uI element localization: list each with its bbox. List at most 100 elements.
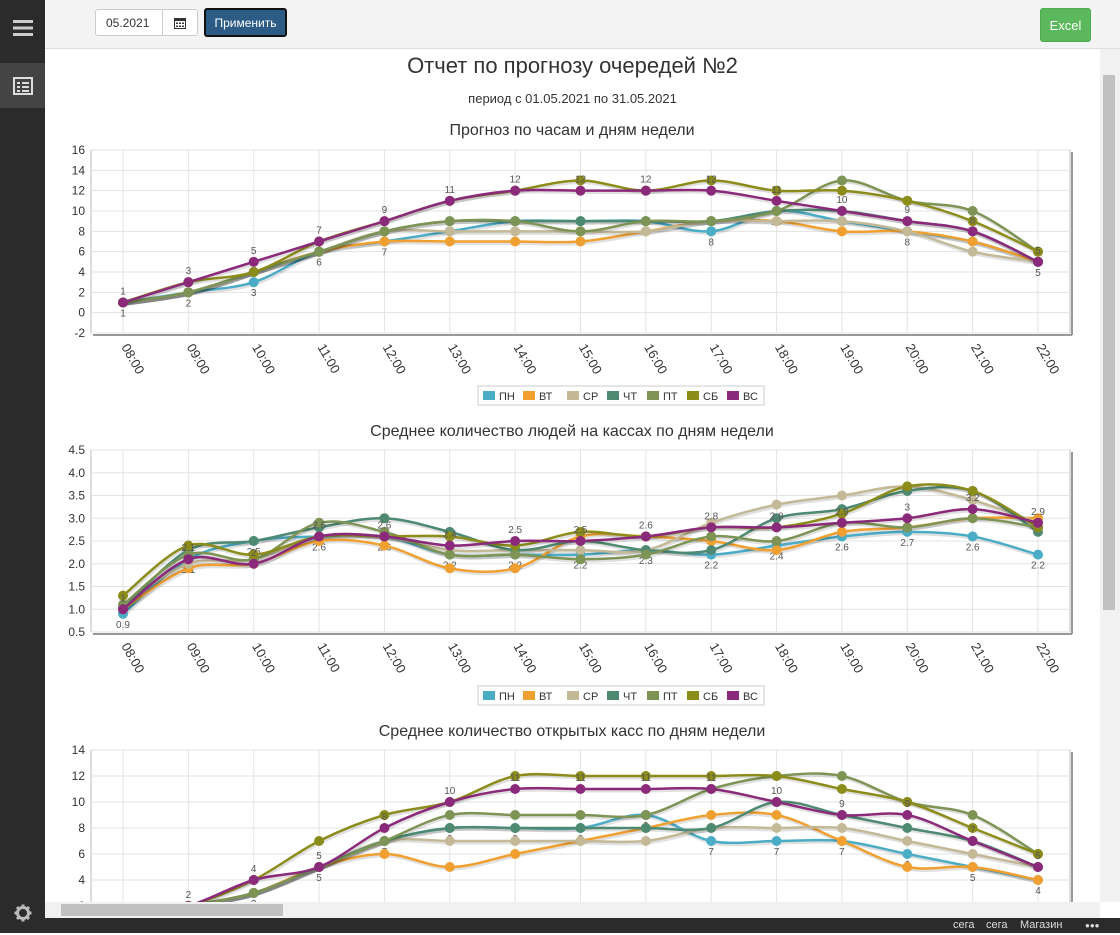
- x-tick-label: 19:00: [837, 640, 866, 676]
- legend-swatch: [483, 691, 495, 700]
- data-point: [248, 536, 259, 546]
- data-point: [1033, 849, 1043, 859]
- data-label: 2.6: [966, 542, 980, 553]
- data-label: 2.5: [574, 525, 588, 536]
- x-tick-label: 13:00: [445, 640, 474, 676]
- y-tick-label: 8: [78, 224, 85, 238]
- legend-item-ВТ: ВТ: [539, 391, 553, 403]
- x-tick-label: 15:00: [576, 341, 605, 377]
- data-point: [1033, 246, 1043, 257]
- data-label: 2.6: [639, 520, 653, 531]
- data-label: 4: [251, 864, 257, 875]
- data-label: 0.9: [116, 620, 130, 631]
- data-point: [967, 862, 978, 872]
- status-shop: Магазин: [1020, 919, 1063, 931]
- x-tick-label: 18:00: [772, 640, 801, 676]
- legend-swatch: [483, 391, 495, 400]
- apply-button[interactable]: Применить: [204, 8, 287, 37]
- data-point: [575, 226, 586, 237]
- y-tick-label: 0: [78, 306, 85, 320]
- data-label: 7: [708, 847, 714, 858]
- data-point: [248, 875, 259, 885]
- data-label: 7: [382, 248, 388, 259]
- x-tick-label: 10:00: [249, 341, 278, 377]
- data-label: 2.9: [835, 507, 849, 518]
- data-point: [575, 175, 586, 186]
- data-point: [967, 236, 978, 247]
- data-label: 11: [641, 773, 652, 784]
- data-label: 11: [445, 185, 456, 196]
- data-point: [379, 531, 390, 542]
- y-tick-label: 0.5: [68, 625, 85, 639]
- gear-icon[interactable]: [0, 890, 45, 935]
- data-label: 3: [905, 502, 911, 513]
- data-point: [902, 226, 913, 237]
- legend-box: [477, 685, 765, 706]
- data-label: 7: [774, 847, 780, 858]
- report-list-icon[interactable]: [0, 63, 45, 108]
- data-point: [314, 517, 325, 528]
- horizontal-scroll-thumb[interactable]: [61, 904, 283, 916]
- data-label: 10: [836, 195, 848, 206]
- y-tick-label: 4: [78, 265, 85, 279]
- data-label: 2.2: [1031, 561, 1045, 572]
- data-point: [183, 540, 194, 551]
- data-label: 9: [839, 799, 845, 810]
- data-point: [967, 485, 978, 496]
- data-point: [836, 771, 847, 781]
- data-point: [183, 277, 194, 288]
- x-tick-label: 14:00: [511, 341, 540, 377]
- y-tick-label: 2: [78, 285, 85, 299]
- data-point: [836, 216, 847, 227]
- data-point: [706, 810, 717, 820]
- x-tick-label: 13:00: [445, 341, 474, 377]
- chart-3: Среднее количество открытых касс по дням…: [72, 723, 1073, 902]
- vertical-scroll-thumb[interactable]: [1103, 75, 1115, 610]
- data-point: [902, 513, 913, 524]
- data-label: 5: [316, 851, 322, 862]
- data-label: 9: [905, 205, 911, 216]
- data-label: 2.4: [443, 530, 457, 541]
- legend-item-СР: СР: [583, 691, 598, 703]
- x-tick-label: 19:00: [837, 341, 866, 377]
- data-point: [771, 545, 782, 556]
- data-label: 5: [1035, 268, 1041, 279]
- y-tick-label: 1.0: [68, 602, 85, 616]
- data-point: [706, 175, 717, 186]
- chart-title: Среднее количество людей на кассах по дн…: [370, 423, 774, 440]
- data-point: [706, 185, 717, 196]
- data-point: [444, 862, 455, 872]
- x-tick-label: 08:00: [118, 341, 147, 377]
- data-point: [771, 797, 782, 807]
- calendar-button[interactable]: [162, 9, 198, 36]
- data-point: [379, 810, 390, 820]
- y-tick-label: 3.0: [68, 511, 85, 525]
- data-point: [379, 513, 390, 524]
- legend-swatch: [523, 391, 535, 400]
- data-point: [575, 771, 586, 781]
- excel-export-button[interactable]: Excel: [1040, 8, 1091, 42]
- data-label: 5: [251, 246, 257, 257]
- data-point: [510, 836, 521, 846]
- data-point: [836, 517, 847, 528]
- vertical-scrollbar[interactable]: [1100, 49, 1120, 902]
- data-point: [706, 545, 717, 556]
- data-label: 8: [905, 237, 911, 248]
- legend-swatch: [647, 391, 659, 400]
- y-tick-label: 2.0: [68, 557, 85, 571]
- horizontal-scrollbar[interactable]: [45, 902, 1100, 918]
- data-label: 4: [1035, 886, 1041, 897]
- data-point: [771, 216, 782, 227]
- data-point: [706, 226, 717, 237]
- data-point: [706, 531, 717, 542]
- month-input[interactable]: 05.2021: [95, 9, 163, 36]
- data-point: [640, 836, 651, 846]
- more-icon[interactable]: ●●●: [1085, 921, 1100, 930]
- data-point: [967, 206, 978, 216]
- data-point: [902, 849, 913, 859]
- data-label: 2.5: [508, 525, 522, 536]
- data-point: [902, 195, 913, 206]
- x-tick-label: 14:00: [511, 640, 540, 676]
- hamburger-menu-icon[interactable]: [0, 5, 45, 50]
- status-user-2: сега: [986, 919, 1008, 931]
